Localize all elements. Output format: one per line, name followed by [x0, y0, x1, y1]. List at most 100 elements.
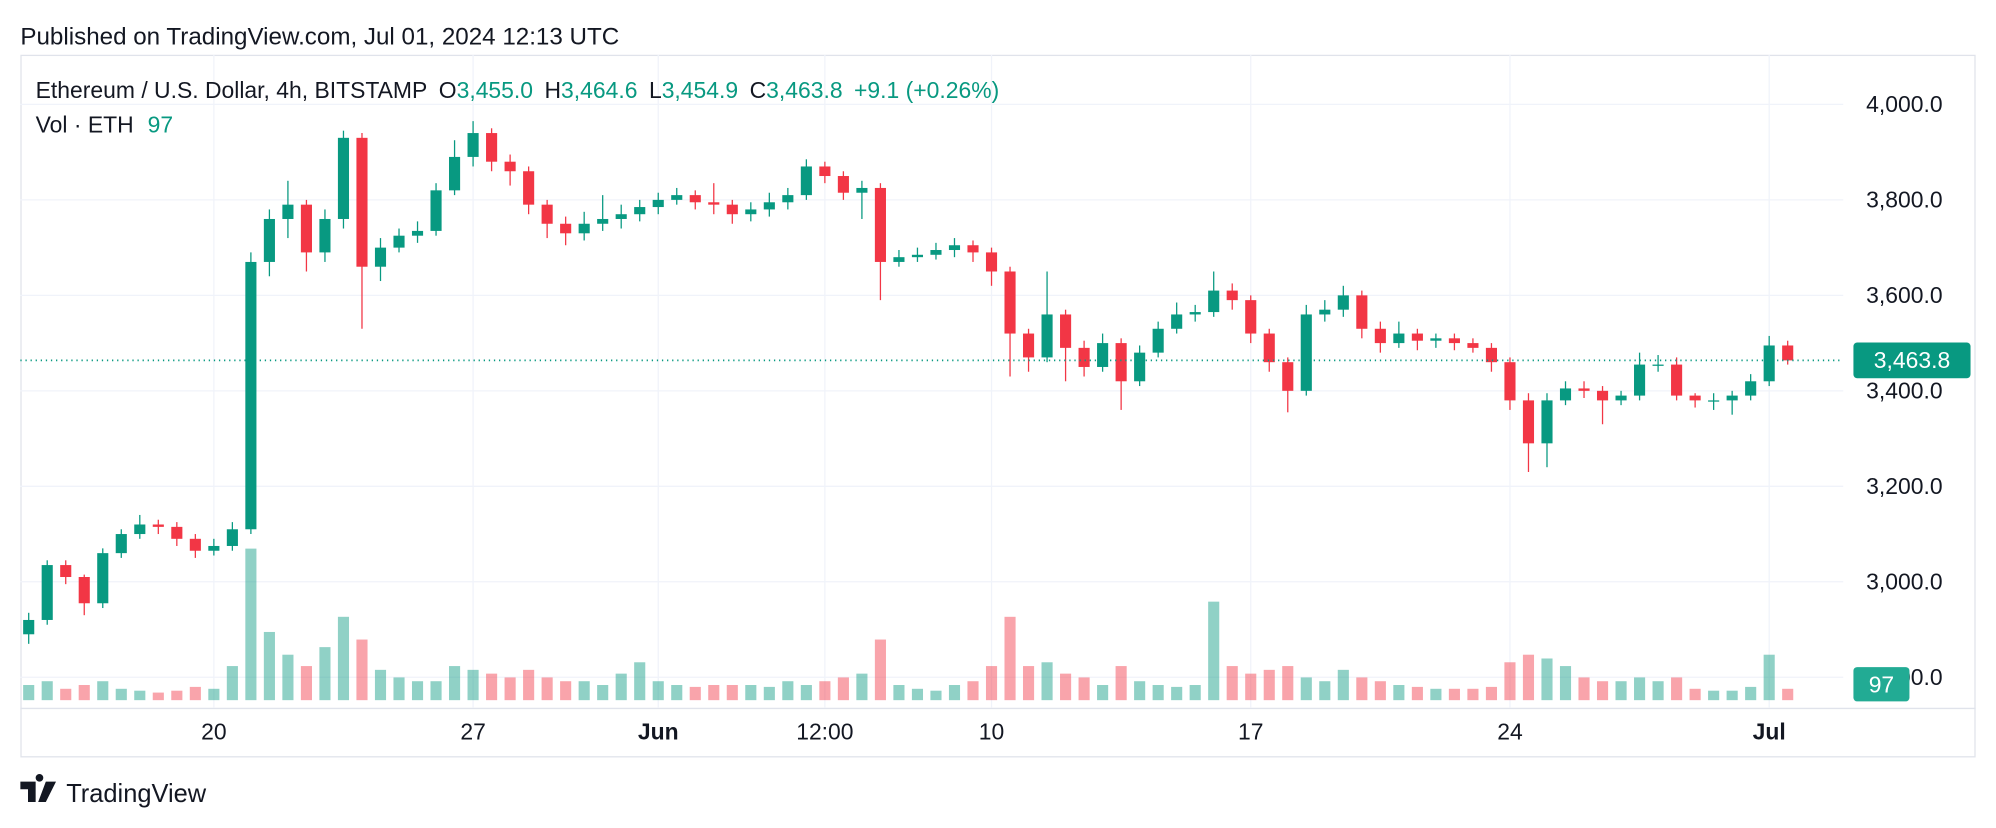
volume-bar [1615, 681, 1627, 701]
volume-bar [837, 677, 849, 701]
volume-bar [523, 669, 535, 701]
candle-body [449, 156, 461, 191]
volume-bar [1282, 666, 1294, 701]
volume-bar [1208, 601, 1220, 701]
volume-bar [60, 688, 72, 701]
candle-body [1393, 333, 1405, 344]
x-tick-label: Jul [1753, 719, 1786, 745]
candle-body [1485, 347, 1497, 363]
volume-bar [948, 685, 961, 701]
x-tick-label: 17 [1238, 719, 1263, 745]
candle-body [1782, 345, 1794, 361]
volume-bar [1245, 673, 1257, 701]
candle-body [985, 252, 998, 272]
candle-body [41, 565, 53, 620]
candle-body [1448, 338, 1460, 344]
candle-body [578, 223, 590, 234]
candle-body [1263, 333, 1275, 363]
candle-body [1726, 395, 1738, 401]
candle-body [1615, 395, 1627, 401]
x-tick-label: Jun [638, 719, 679, 745]
candle-body [1763, 345, 1775, 382]
candle-body [486, 133, 498, 162]
candle-body [393, 235, 405, 248]
legend-symbol: Ethereum / U.S. Dollar, 4h, BITSTAMP [36, 77, 428, 103]
legend-low: 3,454.9 [662, 77, 738, 103]
volume-bar [763, 686, 775, 701]
candle-body [745, 209, 757, 215]
candle-body [1411, 333, 1423, 341]
volume-bar [356, 639, 368, 701]
candle-body [1652, 364, 1664, 366]
volume-bar [134, 690, 146, 701]
volume-bar [911, 688, 924, 701]
volume-bar [300, 666, 312, 701]
volume-bar [745, 685, 757, 701]
candle-body [319, 218, 331, 253]
candle-body [1041, 314, 1053, 358]
candle-body [523, 171, 535, 205]
volume-bar [1689, 688, 1701, 701]
volume-bar [1115, 666, 1127, 701]
candle-body [467, 133, 479, 157]
volume-bar [1578, 677, 1590, 701]
volume-bar [967, 681, 979, 701]
candle-body [634, 207, 646, 215]
last-price-label: 3,463.8 [1874, 347, 1950, 373]
volume-bar [430, 681, 442, 701]
volume-legend-value: 97 [148, 111, 173, 137]
candle-body [411, 230, 424, 236]
volume-bar [1319, 681, 1331, 701]
candle-body [1745, 381, 1757, 396]
volume-bar [1522, 654, 1535, 701]
volume-bar [208, 688, 220, 701]
volume-bar [1004, 616, 1016, 701]
candle-body [1559, 388, 1572, 401]
candle-body [1504, 362, 1516, 401]
legend: Ethereum / U.S. Dollar, 4h, BITSTAMP O3,… [36, 77, 1000, 103]
volume-bar [1448, 688, 1460, 701]
candle-body [948, 245, 961, 251]
volume-bar [115, 688, 127, 701]
volume-bar [411, 681, 424, 701]
volume-bar [1356, 677, 1368, 701]
volume-bar [1411, 686, 1423, 701]
candle-body [1022, 333, 1035, 358]
volume-bar [1467, 688, 1479, 701]
volume-bar [874, 639, 886, 701]
candle-body [1541, 400, 1553, 444]
volume-bar [726, 685, 738, 701]
volume-bar [856, 673, 868, 701]
volume-bar [1337, 669, 1349, 701]
candle-body [930, 250, 942, 255]
candle-body [1097, 343, 1109, 367]
volume-bar [1652, 681, 1664, 701]
y-tick-label: 3,400.0 [1866, 377, 1942, 403]
candle-body [597, 218, 609, 224]
volume-bar [97, 681, 109, 701]
legend-close: 3,463.8 [766, 77, 842, 103]
candle-body [78, 577, 90, 604]
candle-body [60, 565, 72, 578]
x-tick-label: 27 [460, 719, 485, 745]
volume-bar [708, 685, 720, 701]
volume-bar [41, 681, 53, 701]
candle-body [263, 218, 275, 262]
candle-body [652, 199, 664, 208]
volume-bar [1226, 666, 1238, 701]
candle-body [1596, 390, 1609, 401]
footer-brand: TradingView [66, 780, 207, 808]
y-tick-label: 3,600.0 [1866, 282, 1942, 308]
volume-bar [1559, 666, 1572, 701]
candle-body [541, 204, 553, 224]
volume-bar [337, 616, 350, 701]
volume-bar [1671, 677, 1683, 701]
candle-body [1152, 328, 1164, 353]
volume-bar [1782, 688, 1794, 701]
volume-bar [1041, 662, 1053, 701]
candle-body [282, 204, 294, 219]
volume-bar [171, 690, 183, 701]
candle-body [1171, 314, 1183, 329]
candle-body [1689, 395, 1701, 401]
